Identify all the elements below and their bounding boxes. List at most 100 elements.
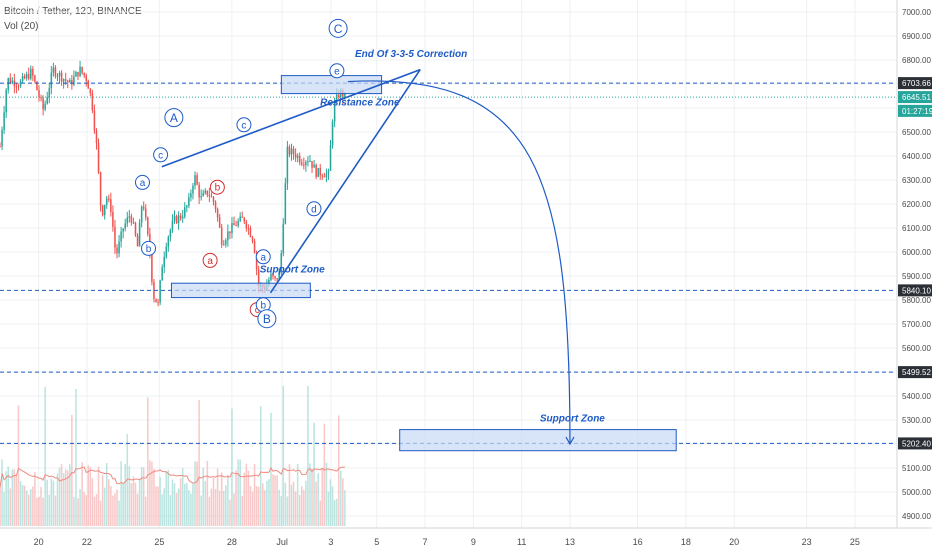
- candle-body: [227, 231, 229, 241]
- volume-bar: [124, 464, 126, 526]
- wave-label-C[interactable]: C: [328, 18, 348, 38]
- price-label-bg: [898, 284, 932, 297]
- price-label-bg: [898, 366, 932, 379]
- wave-label-b[interactable]: b: [209, 179, 225, 195]
- candle-body: [167, 237, 170, 247]
- zone-label[interactable]: Support Zone: [540, 414, 605, 425]
- volume-bar: [241, 495, 244, 526]
- volume-bar: [274, 475, 276, 526]
- projection-curve[interactable]: [347, 80, 571, 445]
- wave-label-a[interactable]: a: [134, 174, 150, 190]
- volume-bar: [296, 463, 299, 526]
- volume-bar: [105, 462, 108, 526]
- volume-bar: [17, 405, 20, 526]
- zone-label[interactable]: Resistance Zone: [320, 98, 400, 109]
- candle-body: [311, 161, 313, 168]
- volume-bar: [128, 466, 131, 526]
- volume-bar: [331, 486, 334, 526]
- trendline[interactable]: [269, 69, 421, 294]
- candle-body: [138, 222, 141, 247]
- volume-indicator-label[interactable]: Vol (20): [4, 21, 39, 32]
- trendline[interactable]: [161, 68, 421, 168]
- zone-label[interactable]: Support Zone: [260, 264, 325, 275]
- volume-bar: [261, 483, 264, 526]
- price-tick-label: 4900.00: [902, 512, 931, 521]
- candle-body: [134, 222, 137, 236]
- wave-label-B[interactable]: B: [257, 309, 277, 329]
- candle-body: [44, 103, 46, 110]
- wave-label-a[interactable]: a: [255, 249, 271, 265]
- candle-body: [298, 155, 301, 163]
- zones: [170, 75, 677, 452]
- volume-bar: [229, 499, 231, 526]
- volume-bar: [319, 500, 322, 526]
- volume-bar: [91, 478, 94, 526]
- volume-bar: [30, 489, 32, 526]
- time-tick-label: 13: [565, 537, 575, 547]
- candle-body: [56, 76, 59, 78]
- wave-label-c[interactable]: c: [236, 117, 252, 133]
- candle-body: [255, 252, 258, 270]
- wave-label-d[interactable]: d: [306, 201, 322, 217]
- volume-bar: [112, 495, 114, 526]
- volume-bar: [101, 474, 104, 526]
- volume-bar: [253, 464, 256, 526]
- volume-bar: [204, 481, 207, 526]
- price-tick-label: 6500.00: [902, 128, 931, 137]
- candle-body: [69, 79, 71, 83]
- volume-bar: [233, 493, 235, 526]
- zone-rectangle[interactable]: [280, 75, 383, 95]
- candle-body: [272, 273, 274, 277]
- correction-title[interactable]: End Of 3-3-5 Correction: [355, 49, 467, 60]
- volume-bar: [192, 483, 194, 526]
- time-tick-label: 5: [374, 537, 379, 547]
- volume-bar: [220, 472, 223, 526]
- wave-label-c[interactable]: c: [153, 147, 169, 163]
- candle-body: [165, 246, 168, 257]
- wave-label-text: a: [140, 178, 146, 189]
- candle-body: [124, 223, 126, 229]
- volume-bar: [323, 423, 326, 526]
- candle-body: [233, 223, 235, 226]
- wave-label-b[interactable]: b: [141, 240, 157, 256]
- zone-rectangle[interactable]: [170, 282, 311, 299]
- volume-bar: [284, 482, 287, 526]
- price-tick-label: 5600.00: [902, 344, 931, 353]
- volume-bar: [27, 494, 30, 526]
- candle-body: [196, 175, 198, 185]
- candle-body: [60, 72, 63, 82]
- volume-bar: [342, 478, 344, 526]
- price-tick-label: 7000.00: [902, 8, 931, 17]
- volume-bar: [327, 491, 330, 526]
- wave-label-text: B: [263, 312, 271, 326]
- wave-label-e[interactable]: e: [329, 63, 345, 79]
- candle-body: [237, 220, 239, 226]
- zone-rectangle[interactable]: [399, 429, 677, 452]
- volume-bar: [21, 484, 24, 526]
- volume-ma-line: [0, 466, 345, 488]
- candle-body: [190, 193, 192, 198]
- volume-bar: [202, 467, 204, 526]
- candle-body: [188, 197, 190, 206]
- volume-bar: [116, 489, 118, 526]
- wave-label-circle: [236, 117, 252, 133]
- candle-body: [181, 216, 184, 219]
- volume-bar: [66, 470, 69, 526]
- wave-label-A[interactable]: A: [164, 108, 184, 128]
- candle-body: [229, 231, 231, 234]
- candle-body: [126, 217, 129, 224]
- candle-body: [173, 216, 176, 221]
- volume-bar: [132, 476, 135, 526]
- candle-body: [202, 192, 204, 197]
- volume-bar: [142, 467, 145, 526]
- wave-label-a[interactable]: a: [202, 252, 218, 268]
- candle-body: [204, 190, 207, 193]
- candle-body: [278, 270, 280, 280]
- candle-body: [11, 80, 14, 83]
- wave-label-circle: [306, 201, 322, 217]
- price-label-text: 01:27:19: [902, 107, 932, 116]
- volume-bar: [155, 486, 157, 526]
